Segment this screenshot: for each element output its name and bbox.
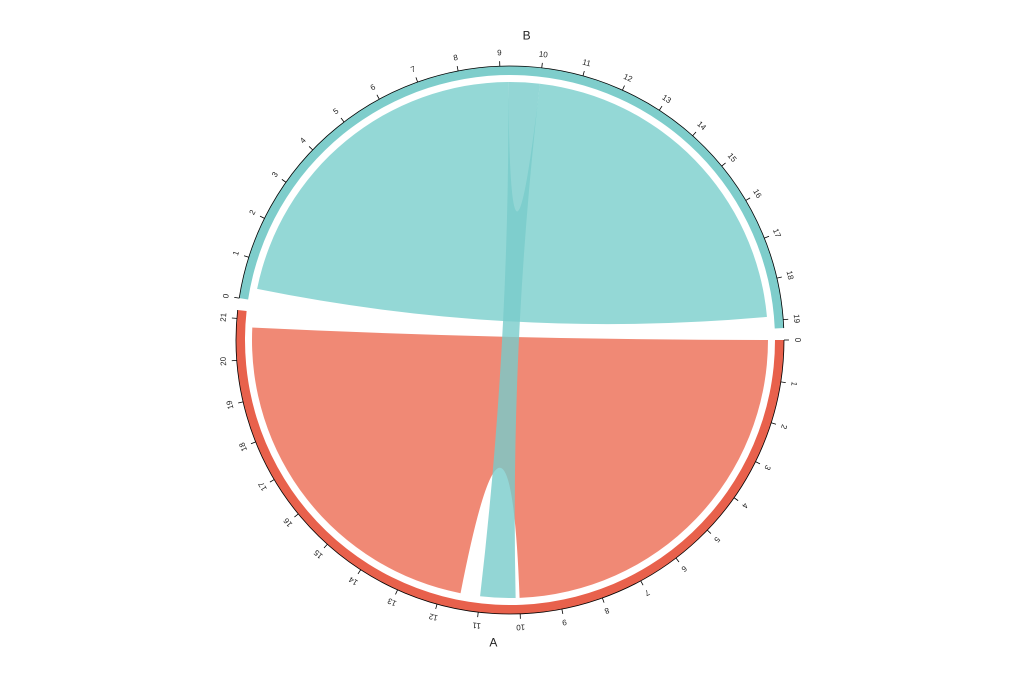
- tick-mark: [602, 597, 605, 603]
- tick-mark: [376, 94, 380, 100]
- tick-label: 19: [225, 399, 236, 410]
- axis-line: [235, 309, 785, 615]
- tick-label: 9: [497, 48, 502, 57]
- sector-label: A: [489, 636, 497, 650]
- tick-label: 18: [785, 270, 796, 281]
- tick-label: 14: [695, 119, 708, 132]
- tick-label: 18: [237, 441, 249, 453]
- tick-label: 5: [712, 535, 722, 545]
- tick-label: 5: [331, 106, 340, 116]
- tick-mark: [622, 85, 625, 91]
- tick-label: 19: [792, 314, 802, 324]
- tick-mark: [269, 479, 275, 483]
- tick-mark: [357, 569, 362, 575]
- tick-mark: [658, 105, 663, 111]
- tick-label: 1: [789, 381, 799, 387]
- tick-mark: [294, 513, 299, 518]
- tick-mark: [259, 215, 265, 219]
- tick-mark: [238, 401, 244, 404]
- sector-label: B: [523, 29, 531, 43]
- tick-label: 10: [516, 623, 526, 632]
- tick-mark: [771, 422, 777, 425]
- tick-label: 15: [726, 151, 739, 164]
- tick-mark: [243, 255, 249, 258]
- tick-mark: [561, 608, 564, 615]
- tick-label: 9: [561, 617, 568, 627]
- tick-mark: [281, 179, 287, 183]
- tick-mark: [456, 65, 459, 72]
- tick-mark: [721, 162, 726, 167]
- tick-label: 2: [779, 423, 789, 430]
- tick-mark: [707, 529, 712, 534]
- chord-link: [480, 82, 540, 598]
- tick-label: 4: [740, 501, 750, 510]
- tick-label: 14: [347, 574, 360, 587]
- tick-label: 12: [427, 611, 439, 622]
- tick-label: 16: [751, 188, 764, 201]
- tick-mark: [780, 381, 786, 384]
- tick-mark: [415, 77, 418, 83]
- tick-mark: [764, 235, 770, 239]
- tick-mark: [745, 197, 751, 201]
- tick-label: 10: [538, 50, 548, 60]
- tick-mark: [692, 131, 697, 137]
- tick-label: 21: [219, 312, 229, 322]
- tick-mark: [640, 580, 644, 586]
- tick-label: 2: [247, 208, 257, 216]
- tick-label: 4: [298, 135, 308, 145]
- tick-label: 7: [643, 588, 652, 598]
- tick-label: 20: [219, 356, 229, 366]
- axis-line: [238, 65, 785, 329]
- tick-label: 12: [622, 72, 634, 84]
- tick-label: 8: [453, 53, 460, 63]
- tick-mark: [776, 276, 782, 279]
- tick-label: 17: [771, 227, 783, 239]
- tick-label: 3: [270, 170, 280, 179]
- tick-mark: [340, 117, 345, 123]
- tick-mark: [234, 296, 240, 299]
- tick-label: 6: [369, 82, 378, 92]
- tick-label: 11: [581, 58, 592, 69]
- tick-label: 13: [386, 596, 398, 608]
- tick-label: 3: [762, 464, 772, 472]
- tick-label: 0: [793, 338, 802, 343]
- tick-label: 13: [660, 93, 673, 106]
- tick-label: 11: [471, 620, 481, 630]
- tick-mark: [582, 70, 585, 77]
- tick-mark: [308, 146, 313, 151]
- tick-label: 7: [409, 64, 417, 74]
- tick-mark: [395, 589, 398, 595]
- tick-mark: [477, 612, 479, 618]
- tick-label: 15: [312, 548, 325, 561]
- tick-label: 1: [231, 249, 241, 256]
- tick-label: 8: [603, 606, 611, 616]
- tick-mark: [541, 62, 543, 68]
- tick-mark: [755, 461, 761, 465]
- tick-mark: [250, 441, 256, 445]
- tick-mark: [675, 557, 680, 563]
- tick-mark: [323, 543, 328, 549]
- tick-label: 0: [221, 293, 231, 299]
- tick-label: 16: [281, 516, 294, 529]
- tick-mark: [435, 603, 438, 610]
- tick-label: 17: [256, 480, 269, 493]
- tick-label: 6: [679, 564, 688, 574]
- tick-mark: [733, 497, 739, 501]
